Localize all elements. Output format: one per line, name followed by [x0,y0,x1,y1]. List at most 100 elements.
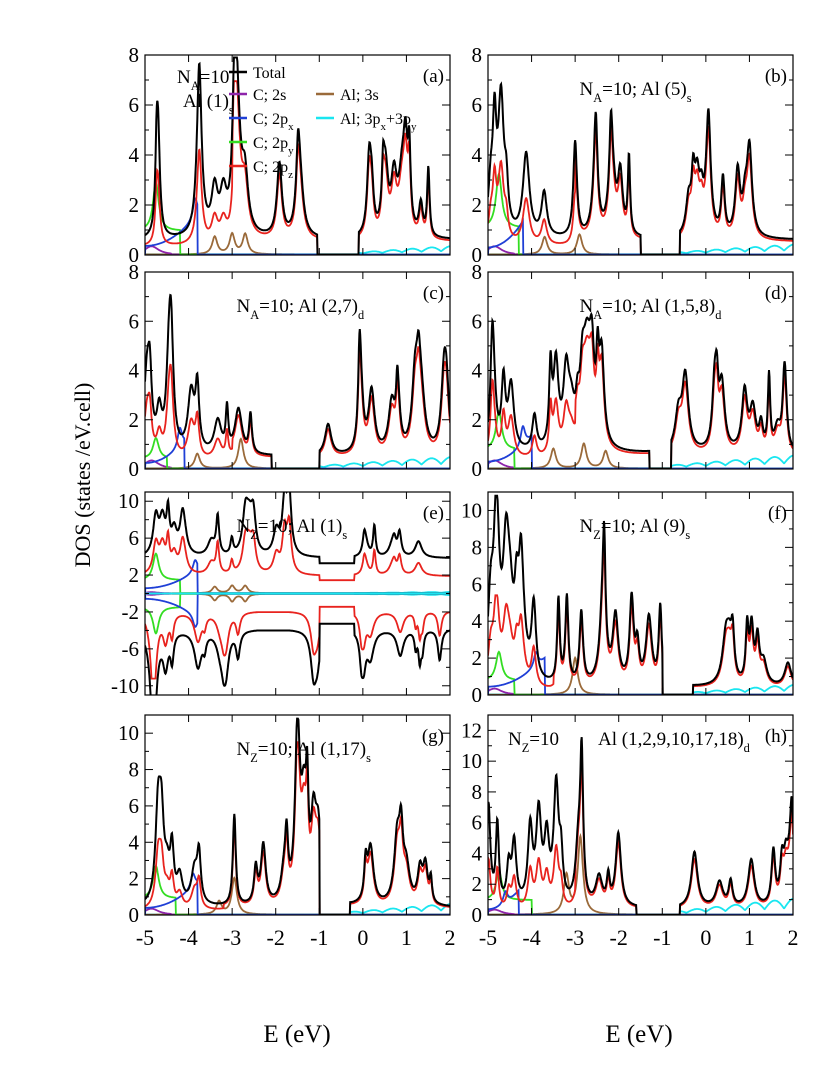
al-3p-line [488,684,793,695]
panel-g: -5 -4 -3 -2 -1 0 1 2 0 2 4 6 8 10 (g) NZ=10; Al (1,17)s [118,714,456,950]
al-3p-line [488,897,793,915]
c-2pz-line [145,741,450,915]
y-tick-label: 8 [129,758,140,782]
panel-letter: (g) [422,726,444,747]
x-tick-label: -5 [479,925,497,950]
panel-title: NZ=10; Al (1)s [237,516,348,542]
y-tick-label: -6 [122,637,140,661]
y-tick-label: 2 [129,563,140,587]
y-tick-label: 2 [129,193,140,217]
panel-letter: (d) [765,283,787,304]
y-tick-label: 4 [472,143,483,167]
x-tick-label: 1 [744,925,755,950]
legend-label: C; 2px [253,111,294,133]
y-tick-label: 0 [472,457,483,481]
y-tick-label: 6 [472,811,483,835]
panel-title: NZ=10; Al (1,17)s [237,739,372,765]
panel-letter: (e) [423,503,444,524]
panel-frame [487,491,794,696]
x-tick-label: 0 [357,925,368,950]
plot-area [145,293,450,469]
al-3p-line [145,245,450,255]
c-2px-line [145,197,450,255]
panel-title: NA=10; Al (1,5,8)d [580,296,723,322]
legend-label: C; 2s [253,87,286,104]
y-tick-label: 2 [129,408,140,432]
x-tick-label: -2 [267,925,285,950]
y-tick-label: 10 [118,721,139,745]
y-tick-label: 4 [129,143,140,167]
panel-letter: (h) [765,726,787,747]
panel-title-extra: Al (1,2,9,10,17,18)d [598,729,751,755]
legend-label: Al; 3s [340,87,379,104]
c-2pz-line [145,605,450,680]
panel-frame [487,714,794,916]
legend-label: C; 2pz [253,159,293,181]
total-line [145,622,450,695]
y-tick-label: 4 [472,359,483,383]
y-tick-label: 8 [472,260,483,284]
x-tick-label: 0 [700,925,711,950]
y-tick-label: 2 [129,867,140,891]
y-tick-label: 6 [129,526,140,550]
x-tick-label: -1 [310,925,328,950]
al-3p-line [145,903,450,915]
y-tick-label: 6 [129,309,140,333]
c-2px-line [488,887,793,915]
panel-title: NA=10; Al (5)s [580,79,692,105]
x-tick-label: -3 [223,925,241,950]
panel-title-line2: Al (1)s [183,91,234,117]
y-tick-label: 10 [461,749,482,773]
plot-area [488,81,793,255]
y-tick-label: 0 [472,683,483,707]
x-tick-label: -3 [566,925,584,950]
x-tick-label: 2 [445,925,456,950]
c-2pz-line [145,513,450,582]
total-line [488,736,793,915]
total-line [145,56,450,255]
panel-f: 0 2 4 6 8 10 (f) NZ=10; Al (9)s [461,491,794,707]
y-tick-label: -10 [111,674,139,698]
total-line [488,494,793,695]
y-tick-label: 0 [129,903,140,927]
y-tick-label: 8 [129,43,140,67]
y-tick-label: 0 [129,243,140,267]
panel-letter: (a) [423,66,444,87]
y-tick-label: 6 [472,93,483,117]
panel-e: -10 -6 -2 2 6 10 (e) NZ=10; Al (1)s [111,489,451,698]
y-tick-label: 6 [129,93,140,117]
total-line [488,81,793,255]
c-2py-line [145,864,450,915]
y-tick-label: 0 [129,457,140,481]
x-tick-label: -5 [136,925,154,950]
panel-frame [144,714,451,916]
x-tick-label: 2 [788,925,799,950]
plot-area [488,311,793,469]
y-tick-label: 0 [472,903,483,927]
total-line [145,717,450,915]
x-axis-label-left: E (eV) [263,1021,330,1048]
y-tick-label: 4 [129,359,140,383]
panel-title: NA=10; Al (2,7)d [237,296,366,322]
panel-title: NA=10 [177,67,229,93]
legend-label: Al; 3px+3py [340,111,417,133]
y-tick-label: 10 [461,498,482,522]
total-line [145,293,450,469]
y-tick-label: 6 [472,309,483,333]
y-tick-label: 12 [461,718,482,742]
panel-letter: (b) [765,66,787,87]
y-tick-label: 2 [472,872,483,896]
total-line [488,311,793,469]
x-axis-label-right: E (eV) [605,1021,672,1048]
c-2s-line [145,459,450,469]
y-tick-label: 4 [472,841,483,865]
y-tick-label: 4 [129,830,140,854]
y-axis-label: DOS (states /eV.cell) [70,383,95,568]
c-2px-line [145,559,450,595]
c-2py-line [145,552,450,595]
panel-d: 0 2 4 6 8 (d) NA=10; Al (1,5,8)d [472,260,794,481]
y-tick-label: 8 [472,43,483,67]
